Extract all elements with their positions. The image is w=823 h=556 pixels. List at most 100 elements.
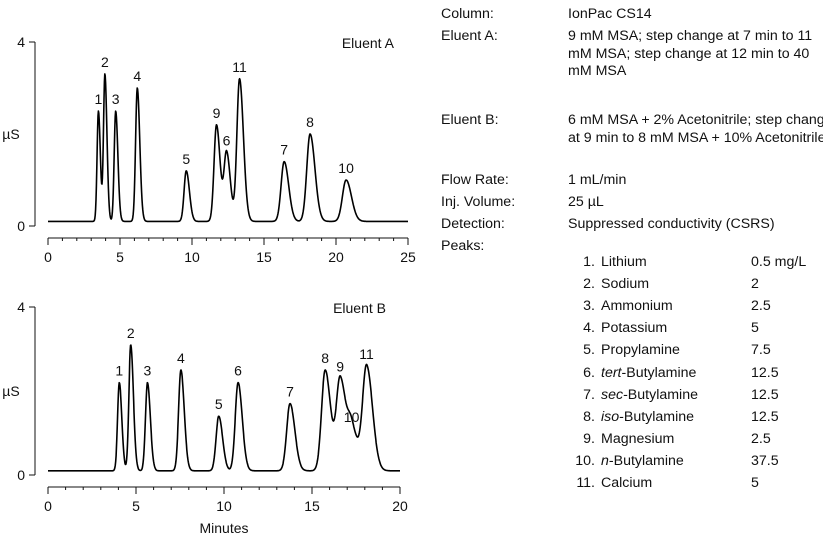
peak-label: 7 [280, 142, 288, 158]
y-axis-label: µS [2, 383, 19, 399]
peak-name-text: Sodium [601, 276, 650, 293]
peak-label: 1 [115, 363, 123, 379]
peak-name-text: Ammonium [601, 298, 673, 315]
peak-name-text: Potassium [601, 320, 668, 337]
peak-number: 5. [583, 342, 595, 359]
chromatogram-trace [47, 73, 409, 223]
condition-value: 1 mL/min [568, 172, 627, 188]
peak-concentration: 5 [751, 320, 759, 337]
x-tick-label: 5 [116, 249, 124, 265]
peak-name: Calcium [601, 475, 652, 493]
peak-name: Potassium [601, 320, 667, 338]
peak-name-text: Calcium [601, 475, 653, 491]
peak-label: 8 [306, 114, 314, 130]
y-tick-label: 0 [17, 218, 25, 234]
peak-name-prefix: tert [601, 364, 622, 381]
peak-number: 11. [576, 475, 595, 491]
condition-label: Peaks: [441, 238, 485, 254]
x-tick-label: 10 [216, 498, 232, 514]
peak-label: 9 [213, 105, 221, 121]
peak-concentration: 2.5 [751, 298, 771, 315]
condition-value: 25 µL [568, 194, 604, 210]
peak-number: 1. [583, 254, 595, 270]
peak-number: 9. [583, 430, 595, 447]
peak-name-prefix: sec [601, 386, 624, 403]
peak-label: 7 [286, 384, 294, 400]
condition-label: Inj. Volume: [441, 194, 516, 210]
x-tick-label: 5 [132, 498, 140, 514]
peak-name: Propylamine [601, 342, 680, 360]
conditions-panel: Column: IonPac CS14 Eluent A: 9 mM MSA; ste… [441, 6, 823, 546]
peak-label: 6 [234, 363, 242, 379]
y-axis-label: µS [2, 126, 19, 142]
peak-label: 10 [338, 160, 354, 176]
peak-label: 1 [95, 91, 103, 107]
peak-name-text: -Butylamine [621, 364, 697, 381]
peak-label: 5 [215, 396, 223, 412]
peak-label: 4 [133, 68, 141, 84]
peak-name: Ammonium [601, 298, 673, 316]
peak-name-text: Magnesium [601, 430, 675, 447]
x-tick-label: 15 [256, 249, 272, 265]
x-tick-label: 20 [392, 498, 408, 514]
condition-label: Eluent B: [441, 112, 499, 128]
x-tick-label: 0 [44, 498, 52, 514]
peak-label: 2 [127, 325, 135, 341]
peak-name: Magnesium [601, 431, 674, 449]
peak-label: 5 [182, 151, 190, 167]
peak-name-prefix: n [601, 452, 609, 469]
peak-label: 6 [223, 132, 231, 148]
peak-name-text: Propylamine [601, 342, 680, 359]
peak-concentration: 12.5 [751, 364, 779, 381]
peak-number: 2. [583, 276, 595, 293]
peak-name-text: -Butylamine [608, 452, 684, 469]
peak-number: 6. [583, 364, 595, 381]
peak-concentration: 2.5 [751, 430, 771, 447]
x-tick-label: 15 [304, 498, 320, 514]
peak-concentration: 0.5 mg/L [751, 254, 807, 270]
peak-concentration: 5 [751, 475, 759, 491]
condition-value: 9 mM MSA; step change at 7 min to 11 mM … [568, 28, 813, 80]
peak-concentration: 12.5 [751, 386, 779, 403]
chromatogram-panel-2: 0 4 µS 0 5 10 15 20 Minutes Eluent B 1 2 3 4 5 6 7 89 10 11 [2, 299, 408, 536]
peak-name-text: -Butylamine [619, 408, 695, 425]
y-tick-label: 0 [17, 467, 25, 483]
peak-number: 7. [583, 386, 595, 403]
condition-value: IonPac CS14 [568, 6, 652, 22]
peak-label: 2 [101, 54, 109, 70]
x-axis-label: Minutes [199, 520, 248, 536]
peak-name-text: -Butylamine [623, 386, 698, 403]
condition-label: Flow Rate: [441, 172, 509, 188]
peak-label: 8 [321, 350, 329, 366]
peak-label: 9 [336, 358, 344, 374]
peak-name: tert-Butylamine [601, 365, 696, 383]
condition-label: Detection: [441, 216, 505, 232]
condition-label: Column: [441, 6, 494, 22]
x-tick-label: 0 [44, 249, 52, 265]
peak-number: 4. [583, 320, 595, 337]
peak-number: 8. [583, 408, 595, 425]
peak-name-prefix: iso [601, 408, 620, 425]
peak-name: Sodium [601, 276, 649, 294]
peak-name-text: Lithium [601, 254, 647, 270]
y-tick-label: 4 [17, 299, 25, 315]
x-tick-label: 25 [400, 249, 416, 265]
peak-concentration: 37.5 [751, 452, 779, 469]
peak-number: 3. [583, 298, 595, 315]
peak-label: 3 [112, 91, 120, 107]
peak-name: iso-Butylamine [601, 409, 694, 427]
condition-value: Suppressed conductivity (CSRS) [568, 216, 775, 232]
peak-concentration: 7.5 [751, 342, 771, 359]
peak-label: 3 [144, 363, 152, 379]
peak-concentration: 12.5 [751, 408, 779, 425]
peak-label: 11 [359, 346, 374, 362]
peak-number: 10. [575, 452, 595, 469]
peak-label: 4 [177, 350, 185, 366]
y-tick-label: 4 [17, 34, 25, 50]
x-tick-label: 20 [328, 249, 344, 265]
condition-value: 6 mM MSA + 2% Acetonitrile; step change … [568, 112, 823, 146]
peak-name: n-Butylamine [601, 453, 684, 471]
panel-title: Eluent A [342, 35, 395, 51]
